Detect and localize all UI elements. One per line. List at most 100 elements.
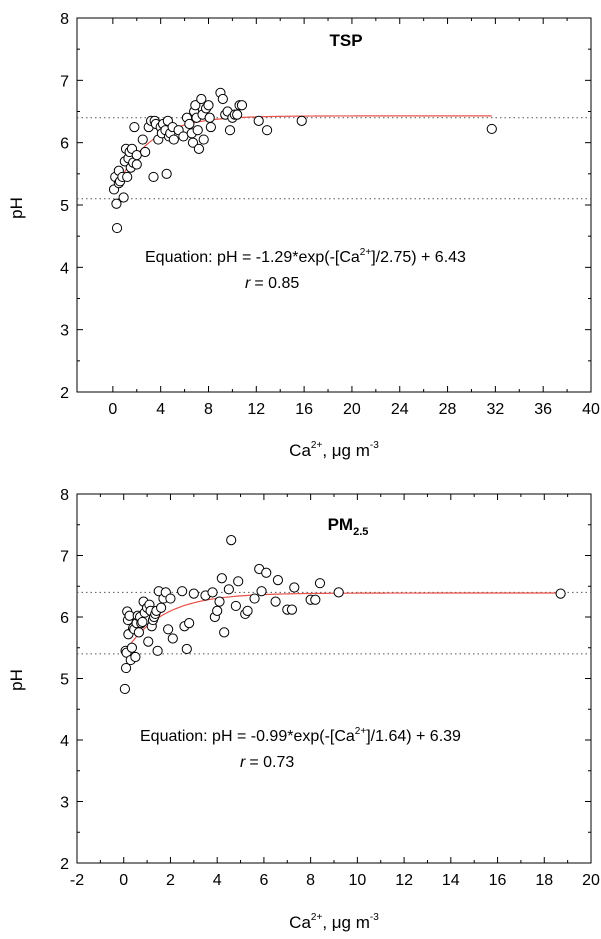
data-point: [133, 627, 145, 638]
pm25-panel: 2 3 4 5 6 7 8 -2 0 2 4 6 8 10 12 14 16 18 20 PM2.5 Equation:…: [7, 487, 600, 932]
data-point: [203, 100, 214, 111]
y-tick-label: 2: [60, 385, 69, 402]
data-point: [168, 134, 179, 145]
y-tick-label: 8: [60, 11, 69, 28]
data-point: [270, 596, 281, 607]
data-point: [253, 115, 264, 126]
data-point: [205, 121, 216, 133]
x-tick-label: 8: [204, 401, 213, 418]
data-point: [232, 109, 243, 120]
y-tick-label: 7: [60, 549, 69, 566]
y-tick-label: 4: [60, 733, 69, 750]
x-tick-label: 24: [391, 401, 409, 418]
data-point: [118, 192, 129, 203]
data-point: [193, 143, 205, 154]
y-tick-label: 8: [60, 487, 69, 504]
x-tick-label: 4: [213, 872, 222, 889]
data-point: [188, 588, 199, 599]
data-point: [236, 100, 248, 111]
data-point: [187, 137, 199, 148]
data-point: [184, 618, 195, 629]
y-tick-label: 4: [60, 260, 69, 277]
data-point: [190, 100, 201, 111]
x-tick-label: 16: [489, 872, 507, 889]
data-point: [161, 168, 172, 179]
x-tick-label: 28: [439, 401, 457, 418]
y-tick-label: 7: [60, 73, 69, 90]
data-point: [555, 588, 566, 599]
data-point: [120, 662, 132, 674]
data-point: [156, 602, 167, 613]
data-point: [177, 586, 188, 597]
data-point: [219, 627, 230, 638]
data-point: [111, 222, 123, 234]
data-point: [224, 125, 236, 136]
x-tick-label: 40: [582, 401, 600, 418]
data-point: [126, 642, 138, 653]
x-tick-label: 4: [156, 401, 165, 418]
x-tick-label: 12: [395, 872, 413, 889]
data-point: [198, 134, 209, 145]
data-point: [212, 605, 223, 616]
x-tick-label: 0: [119, 872, 128, 889]
data-point: [131, 150, 142, 161]
data-point: [217, 93, 228, 105]
x-tick-label: 32: [486, 401, 504, 418]
data-point: [137, 134, 148, 145]
data-point: [314, 578, 326, 589]
plot-frame: [76, 17, 592, 393]
data-point: [163, 624, 174, 635]
data-point: [286, 604, 298, 615]
y-tick-label: 5: [60, 672, 69, 689]
x-tick-label: 18: [535, 872, 553, 889]
equation-text: Equation: pH = -0.99*exp(-[Ca2+]/1.64) +…: [140, 726, 461, 745]
data-point: [196, 93, 207, 105]
equation-text: Equation: pH = -1.29*exp(-[Ca2+]/2.75) +…: [145, 247, 466, 266]
data-point: [140, 146, 151, 158]
data-point: [111, 198, 122, 209]
correlation-text: r = 0.73: [240, 754, 294, 771]
x-axis-label: Ca2+, μg m-3: [289, 912, 379, 932]
data-point: [165, 593, 176, 604]
data-point: [230, 600, 241, 612]
data-point: [119, 683, 130, 695]
data-point: [233, 576, 244, 587]
y-tick-label: 2: [60, 856, 69, 873]
data-point: [143, 636, 154, 647]
data-point: [333, 587, 344, 598]
x-tick-label: 16: [295, 401, 313, 418]
data-point: [223, 584, 234, 595]
x-axis-label: Ca2+, μg m-3: [289, 440, 379, 460]
x-tick-label: 36: [534, 401, 552, 418]
data-point: [486, 123, 497, 135]
x-tick-label: 8: [306, 872, 315, 889]
x-tick-label: 2: [166, 872, 175, 889]
y-tick-label: 6: [60, 136, 69, 153]
data-point: [226, 535, 237, 546]
x-tick-label: -2: [70, 872, 84, 889]
x-tick-label: 20: [343, 401, 361, 418]
x-tick-label: 6: [259, 872, 268, 889]
correlation-text: r = 0.85: [245, 275, 299, 292]
data-point: [204, 112, 215, 123]
y-tick-label: 5: [60, 198, 69, 215]
y-tick-label: 3: [60, 323, 69, 340]
data-point: [249, 593, 260, 604]
tsp-panel: 2 3 4 5 6 7 8 0 4 8 12 16 20 24 28 32 36 40 TSP Equation: p…: [7, 11, 600, 460]
y-tick-label: 6: [60, 610, 69, 627]
data-point: [289, 582, 300, 593]
data-point: [192, 125, 203, 136]
x-tick-label: 14: [442, 872, 460, 889]
data-point: [261, 567, 272, 578]
x-tick-label: 0: [108, 401, 117, 418]
y-tick-label: 3: [60, 795, 69, 812]
data-point: [310, 594, 321, 605]
data-point: [214, 596, 225, 607]
data-point: [167, 633, 178, 644]
x-tick-label: 10: [348, 872, 366, 889]
data-point: [178, 131, 189, 142]
panel-title: TSP: [329, 31, 362, 50]
data-point: [256, 586, 267, 597]
data-point: [207, 587, 218, 598]
